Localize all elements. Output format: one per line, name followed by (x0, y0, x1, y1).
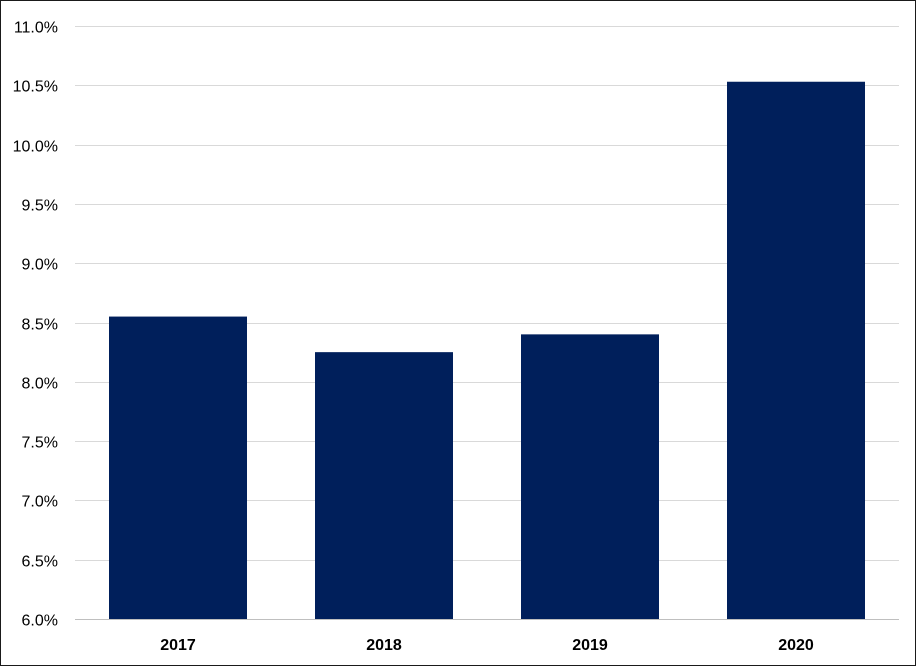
y-tick-label: 6.0% (22, 613, 58, 630)
y-tick-label: 8.0% (22, 376, 58, 393)
y-tick-label: 6.5% (22, 554, 58, 571)
y-tick-label: 8.5% (22, 317, 58, 334)
bar-2019 (521, 334, 659, 619)
y-tick-label: 10.5% (13, 79, 58, 96)
bar-2017 (109, 316, 247, 619)
x-tick-label: 2018 (366, 637, 402, 654)
x-tick-label: 2017 (160, 637, 196, 654)
bars (109, 81, 865, 619)
x-tick-label: 2020 (778, 637, 814, 654)
y-tick-label: 7.5% (22, 435, 58, 452)
bar-2020 (727, 81, 865, 619)
bar-2018 (315, 352, 453, 619)
y-tick-label: 9.5% (22, 198, 58, 215)
y-tick-label: 10.0% (13, 139, 58, 156)
x-tick-label: 2019 (572, 637, 608, 654)
y-axis-tick-labels: 6.0% 6.5% 7.0% 7.5% 8.0% 8.5% 9.0% 9.5% 10.0% 10.… (13, 20, 58, 630)
x-axis-category-labels: 2017 2018 2019 2020 (160, 637, 814, 654)
y-tick-label: 9.0% (22, 257, 58, 274)
y-tick-label: 7.0% (22, 494, 58, 511)
y-tick-label: 11.0% (14, 20, 58, 37)
